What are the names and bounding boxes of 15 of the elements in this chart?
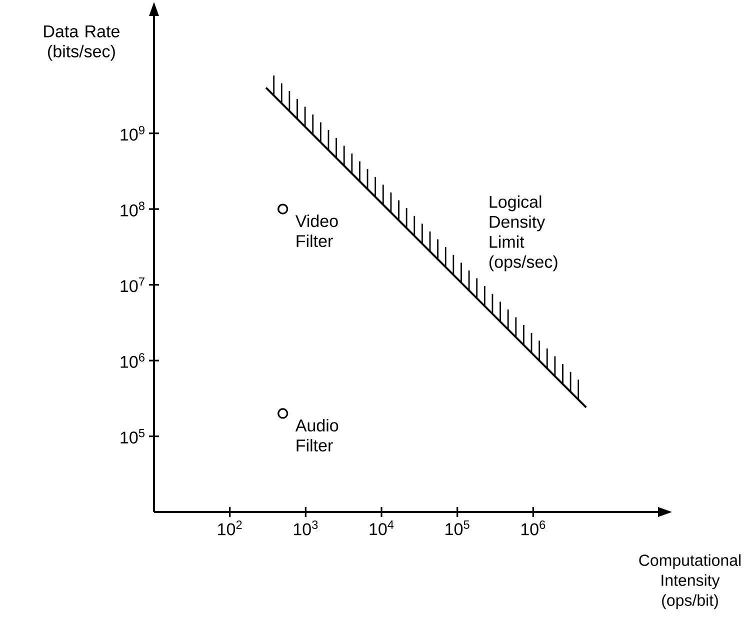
annotation: Audio Filter: [295, 419, 338, 452]
x-tick-label: 10$^{6}$: [521, 520, 546, 536]
x-axis-title: Computational Intensity (ops/bit): [639, 554, 740, 610]
y-axis-title: Data Rate (bits/sec): [44, 26, 120, 61]
annotation: Video Filter: [295, 214, 338, 248]
x-tick-label: 10$^{5}$: [446, 520, 470, 536]
x-tick-label: 10$^{4}$: [370, 520, 394, 536]
x-tick-label: 10$^{3}$: [294, 520, 318, 536]
y-tick-label: 10$^{5}$: [120, 428, 145, 444]
y-tick-label: 10$^{9}$: [120, 126, 144, 141]
y-tick-label: 10$^{8}$: [120, 202, 144, 216]
y-tick-label: 10$^{6}$: [120, 353, 144, 368]
series-label: Logical Density Limit (ops/sec): [490, 195, 558, 272]
x-tick-label: 10$^{2}$: [218, 520, 242, 536]
y-tick-label: 10$^{7}$: [120, 277, 144, 292]
